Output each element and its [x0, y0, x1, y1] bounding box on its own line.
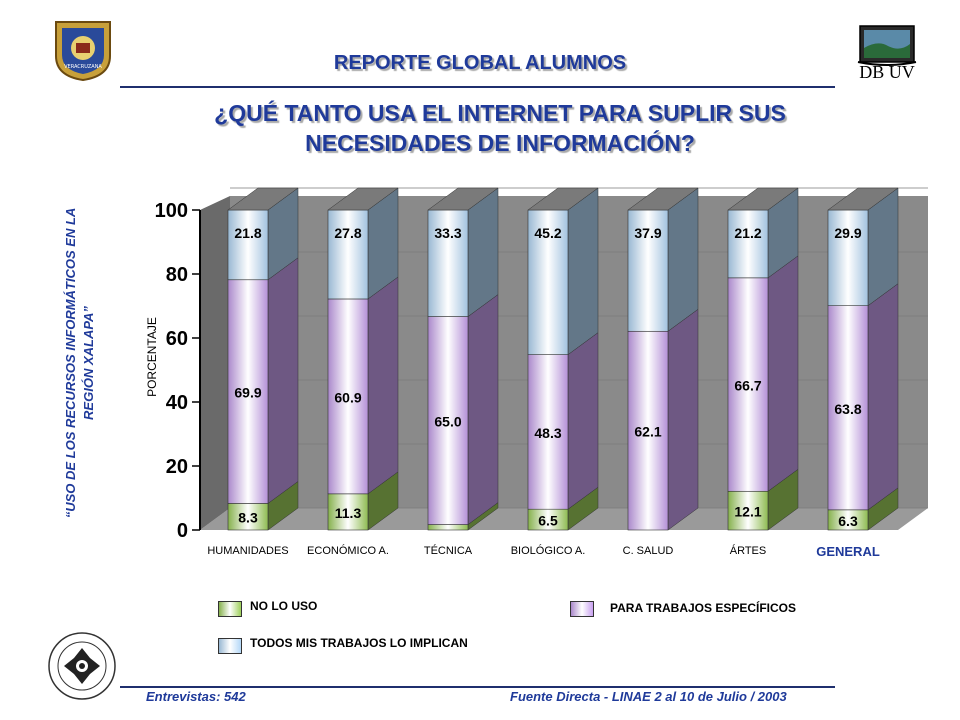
report-title: REPORTE GLOBAL ALUMNOS [333, 52, 627, 74]
data-label-0-1: 11.3 [335, 505, 362, 521]
bar-front-1-0 [227, 279, 269, 504]
data-label-2-1: 27.8 [334, 225, 361, 241]
x-tick-label: GENERAL [816, 544, 880, 559]
svg-text:VERACRUZANA: VERACRUZANA [64, 64, 102, 70]
data-label-1-1: 60.9 [334, 389, 361, 405]
data-label-2-0: 21.8 [234, 225, 261, 241]
footer-interviews: Entrevistas: 542 [146, 689, 246, 704]
y-tick-label: 0 [177, 520, 188, 542]
data-label-1-5: 66.7 [734, 378, 761, 394]
bar-side-1-2 [467, 294, 499, 526]
legend-swatch-todos-mis-trabajos [218, 638, 242, 654]
bar-side-1-6 [867, 283, 899, 511]
bar-side-1-4 [667, 308, 699, 531]
side-caption-line-2: REGIÓN XALAPA” [81, 306, 96, 420]
data-label-2-6: 29.9 [834, 225, 861, 241]
legend-swatch-para-trabajos [570, 601, 594, 617]
bar-front-2-2 [427, 209, 469, 317]
x-tick-label: ÁRTES [730, 544, 766, 557]
bar-side-2-3 [567, 187, 599, 356]
bar-front-1-1 [327, 298, 369, 495]
footer-divider [120, 686, 835, 688]
x-tick-label: ECONÓMICO A. [307, 544, 389, 557]
bar-top-2 [427, 187, 499, 211]
data-label-1-0: 69.9 [234, 385, 261, 401]
data-label-0-5: 12.1 [734, 504, 761, 520]
y-tick-label: 100 [155, 200, 188, 222]
bar-top-3 [527, 187, 599, 211]
bar-top-6 [827, 187, 899, 211]
bar-front-2-3 [527, 209, 569, 355]
bar-side-1-0 [267, 257, 299, 504]
question-title: ¿QUÉ TANTO USA EL INTERNET PARA SUPLIR S… [150, 98, 850, 158]
x-tick-label: TÉCNICA [424, 544, 473, 557]
bar-front-0-5 [727, 490, 769, 531]
bar-front-0-1 [327, 493, 369, 531]
bar-side-1-1 [367, 276, 399, 495]
bar-top-4 [627, 187, 699, 211]
data-label-1-3: 48.3 [534, 425, 561, 441]
bar-top-5 [727, 187, 799, 211]
data-label-0-6: 6.3 [838, 513, 858, 529]
bar-top-0 [227, 187, 299, 211]
data-label-1-4: 62.1 [634, 424, 661, 440]
data-label-2-2: 33.3 [434, 225, 461, 241]
x-tick-label: BIOLÓGICO A. [511, 544, 586, 557]
bar-front-2-0 [227, 209, 269, 281]
bar-front-1-3 [527, 354, 569, 510]
research-seal-logo [48, 632, 116, 700]
data-label-0-0: 8.3 [238, 510, 258, 526]
bar-front-2-6 [827, 209, 869, 306]
chart-side-wall [200, 196, 230, 530]
bar-front-1-5 [727, 277, 769, 492]
y-tick-label: 80 [166, 264, 188, 286]
header-divider [120, 86, 835, 88]
question-line-2: NECESIDADES DE INFORMACIÓN? [305, 130, 695, 156]
side-caption: “USO DE LOS RECURSOS INFORMÁTICOS EN LA … [62, 173, 98, 553]
legend-label-para-trabajos: PARA TRABAJOS ESPECÍFICOS [610, 601, 797, 615]
dbuv-logo [857, 25, 917, 66]
x-tick-label: HUMANIDADES [207, 545, 288, 557]
question-line-1: ¿QUÉ TANTO USA EL INTERNET PARA SUPLIR S… [214, 100, 786, 126]
bar-front-2-1 [327, 209, 369, 300]
dbuv-logo-text: DB UV [859, 62, 915, 82]
x-tick-label: C. SALUD [623, 545, 674, 557]
data-label-2-4: 37.9 [634, 225, 661, 241]
data-label-0-3: 6.5 [538, 513, 558, 529]
legend-label-no-lo-uso: NO LO USO [250, 599, 318, 613]
bar-front-0-0 [227, 503, 269, 531]
bar-side-2-4 [667, 187, 699, 332]
y-tick-label: 40 [166, 392, 188, 414]
bar-front-1-4 [627, 330, 669, 531]
bar-front-2-5 [727, 209, 769, 279]
stacked-bar-chart: 0 20 40 60 80 100 8.3 69.9 21.8 HUMANIDADES 11.3 60… [155, 187, 928, 559]
bar-front-2-4 [627, 209, 669, 332]
data-label-2-5: 21.2 [734, 225, 761, 241]
legend-swatch-no-lo-uso [218, 601, 242, 617]
legend-label-todos-mis-trabajos: TODOS MIS TRABAJOS LO IMPLICAN [250, 636, 468, 650]
bar-top-1 [327, 187, 399, 211]
university-logo: VERACRUZANA [55, 21, 111, 82]
bar-front-1-2 [427, 316, 469, 525]
data-label-1-2: 65.0 [434, 414, 461, 430]
bar-side-1-3 [567, 332, 599, 510]
bar-front-0-2 [427, 524, 469, 531]
bar-side-2-2 [467, 187, 499, 318]
y-tick-label: 20 [166, 456, 188, 478]
bar-side-1-5 [767, 255, 799, 492]
footer-source: Fuente Directa - LINAE 2 al 10 de Julio … [510, 689, 787, 704]
side-caption-line-1: “USO DE LOS RECURSOS INFORMÁTICOS EN LA [63, 207, 78, 519]
data-label-2-3: 45.2 [534, 225, 561, 241]
y-tick-label: 60 [166, 328, 188, 350]
data-label-1-6: 63.8 [834, 401, 861, 417]
